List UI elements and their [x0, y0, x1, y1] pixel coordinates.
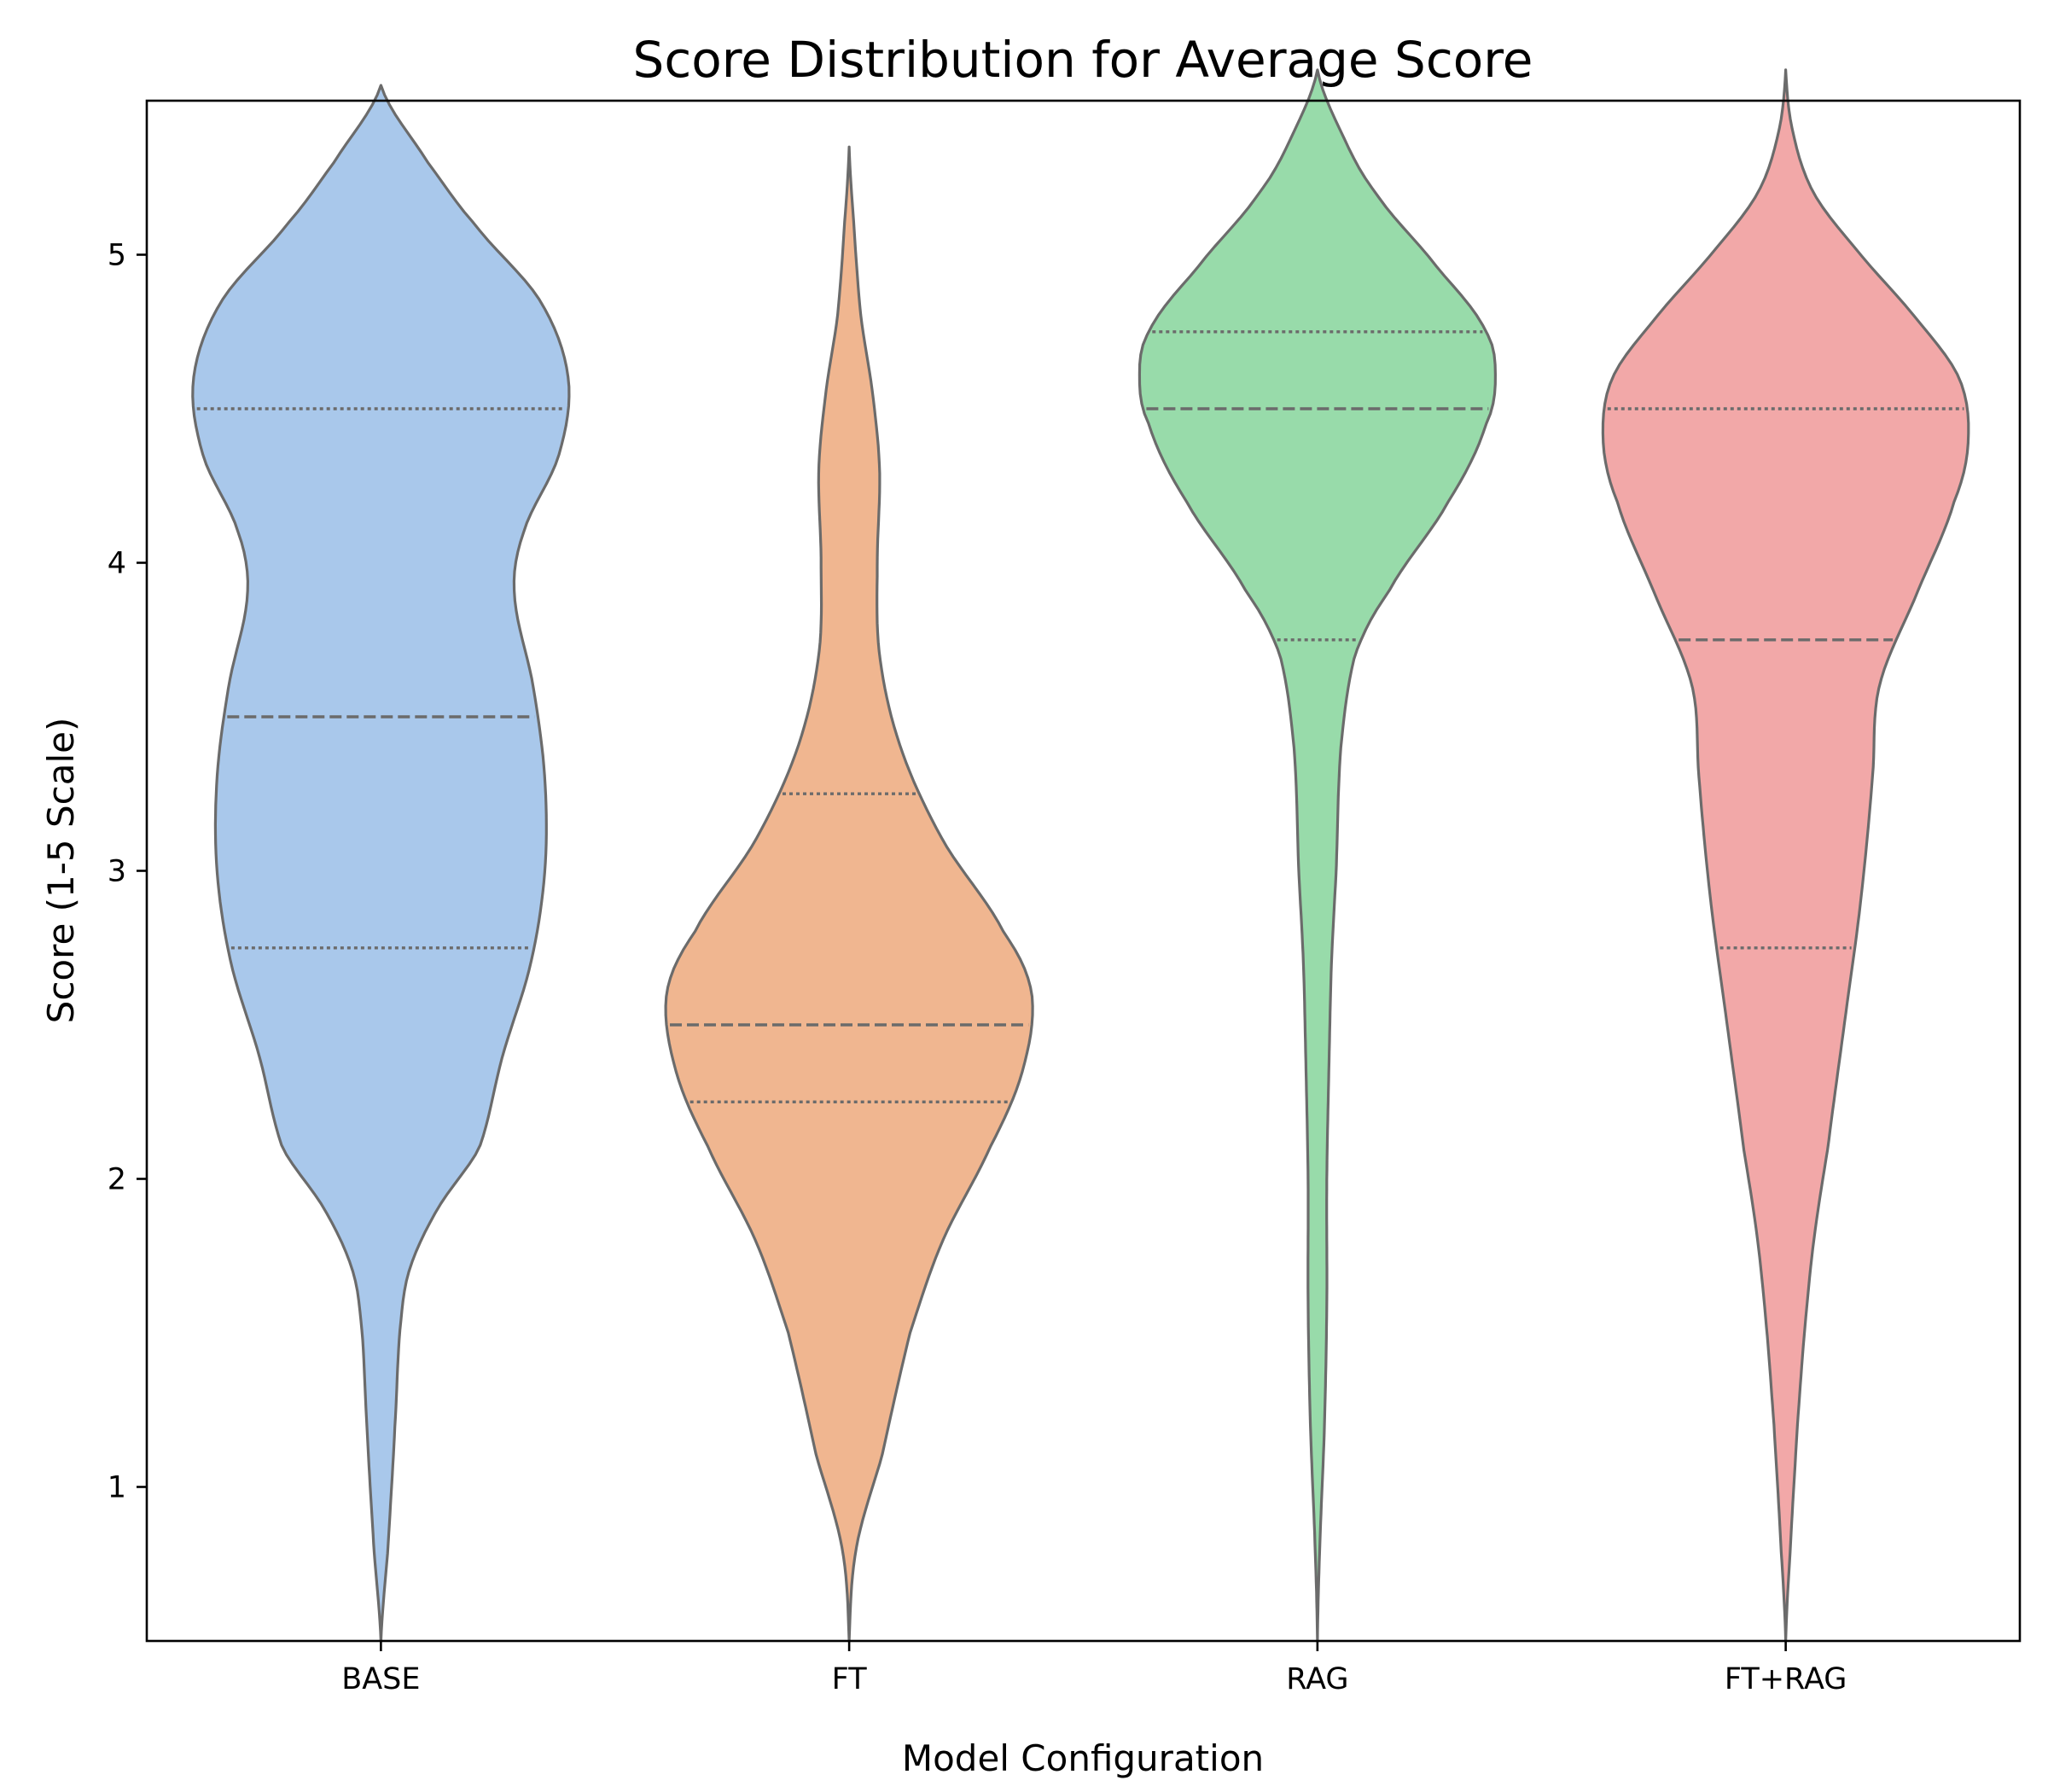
- x-tick-label: FT: [832, 1662, 868, 1696]
- x-tick-label: FT+RAG: [1725, 1662, 1847, 1696]
- y-axis-ticks: 1 2 3 4 5: [108, 239, 147, 1505]
- violin-ft: [664, 145, 1034, 1643]
- violins-group: [191, 68, 1970, 1643]
- y-tick-label: 5: [108, 239, 126, 273]
- chart-title: Score Distribution for Average Score: [633, 31, 1533, 89]
- violin-rag: [1137, 68, 1497, 1643]
- quartile-lines-group: [196, 330, 1964, 1104]
- violin-base: [191, 84, 571, 1643]
- y-axis-label: Score (1-5 Scale): [40, 718, 82, 1024]
- y-tick-label: 1: [108, 1471, 126, 1505]
- x-axis-ticks: BASE FT RAG FT+RAG: [341, 1641, 1847, 1696]
- y-tick-label: 2: [108, 1163, 126, 1197]
- x-axis-label: Model Configuration: [902, 1737, 1264, 1779]
- x-tick-label: RAG: [1286, 1662, 1348, 1696]
- x-tick-label: BASE: [341, 1662, 420, 1696]
- y-tick-label: 4: [108, 547, 126, 581]
- violin-ft-rag: [1601, 68, 1970, 1643]
- y-tick-label: 3: [108, 855, 126, 889]
